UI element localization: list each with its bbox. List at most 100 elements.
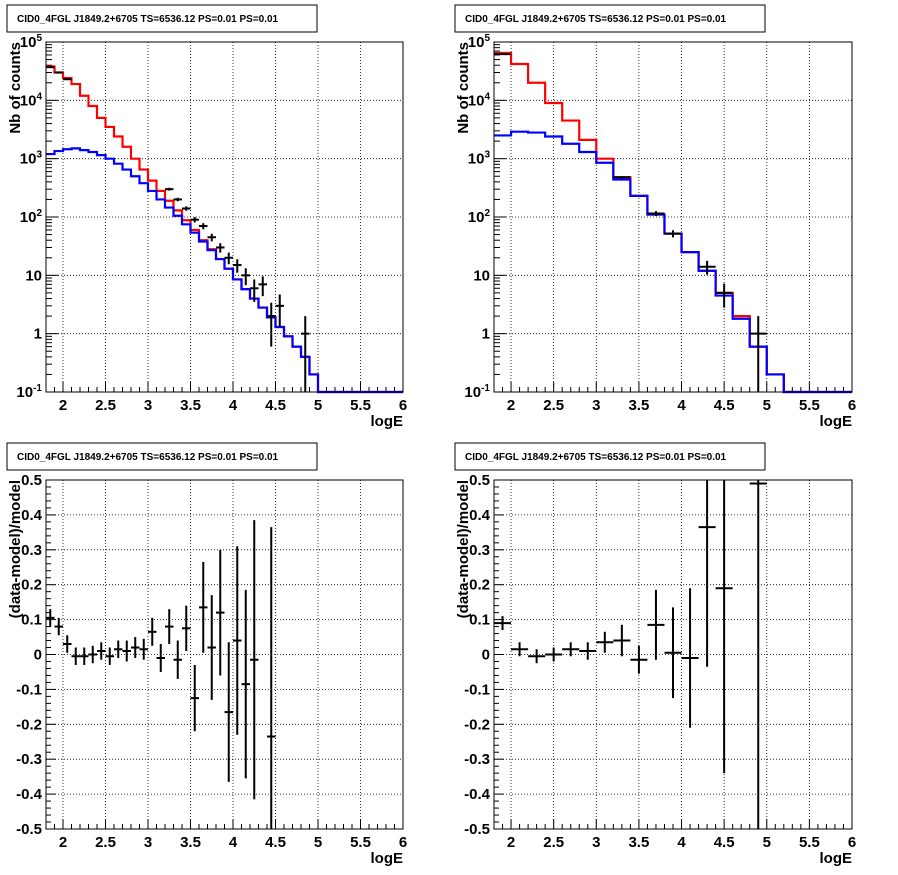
y-tick-label: -0.4	[16, 786, 43, 803]
title-box	[454, 442, 766, 471]
x-tick-label: 5.5	[350, 397, 371, 414]
y-tick-label: 0	[34, 647, 42, 664]
panel-counts-right: CID0_4FGL J1849.2+6705 TS=6536.12 PS=0.0…	[454, 4, 856, 430]
y-tick-label: 0.3	[21, 542, 42, 559]
data-point	[267, 527, 276, 829]
data-point	[216, 243, 225, 253]
data-point	[190, 217, 199, 223]
plot-frame	[45, 41, 404, 393]
y-tick-label: 0	[482, 647, 490, 664]
x-tick-label: 5.5	[799, 834, 820, 851]
data-point	[647, 589, 665, 660]
y-tick-label: 0.4	[21, 507, 43, 524]
y-tick-label: -0.5	[16, 821, 42, 838]
data-point	[494, 616, 512, 631]
data-point	[71, 647, 80, 665]
data-point	[241, 589, 250, 779]
data-point	[698, 260, 716, 275]
data-point	[173, 640, 182, 679]
x-tick-label: 6	[848, 834, 856, 851]
x-tick-label: 4	[229, 397, 238, 414]
series-blue-line	[46, 147, 403, 394]
y-tick-label: 0.1	[469, 612, 490, 629]
x-tick-label: 3	[592, 397, 600, 414]
data-point	[233, 259, 242, 273]
y-tick-label: 0.2	[21, 577, 42, 594]
y-tick-label: 104	[20, 91, 43, 109]
data-point	[139, 638, 148, 660]
panel-counts-left: CID0_4FGL J1849.2+6705 TS=6536.12 PS=0.0…	[6, 4, 407, 430]
data-point	[664, 230, 682, 238]
x-tick-label: 5	[763, 397, 771, 414]
x-tick-label: 3.5	[628, 397, 649, 414]
x-tick-label: 2	[507, 397, 515, 414]
x-tick-label: 3.5	[180, 834, 201, 851]
data-point	[224, 642, 233, 782]
y-tick-label: 102	[468, 208, 491, 226]
x-axis-label: logE	[371, 850, 404, 867]
data-point	[224, 252, 233, 265]
x-tick-label: 4	[229, 834, 238, 851]
data-point	[131, 637, 140, 658]
y-axis-label: Nb of counts	[7, 42, 24, 134]
series-red-line	[494, 51, 852, 394]
plot-frame	[493, 479, 853, 830]
data-point	[545, 647, 563, 662]
x-axis-label: logE	[820, 413, 853, 430]
y-tick-label: 0.3	[469, 542, 490, 559]
y-tick-label: 105	[468, 33, 491, 51]
data-point	[630, 645, 648, 674]
title-box	[6, 4, 318, 33]
y-tick-label: -0.3	[464, 751, 490, 768]
chart-title: CID0_4FGL J1849.2+6705 TS=6536.12 PS=0.0…	[17, 14, 279, 25]
data-point	[156, 644, 165, 672]
title-box	[6, 442, 318, 471]
y-tick-label: 10-1	[16, 383, 42, 401]
data-point	[267, 302, 276, 347]
chart-title: CID0_4FGL J1849.2+6705 TS=6536.12 PS=0.0…	[17, 452, 279, 463]
y-tick-label: -0.4	[464, 786, 491, 803]
y-tick-label: -0.1	[464, 681, 490, 698]
data-point	[105, 647, 114, 665]
x-tick-label: 6	[848, 397, 856, 414]
data-point	[511, 642, 529, 657]
x-axis-label: logE	[371, 413, 404, 430]
x-axis-label: logE	[820, 850, 853, 867]
y-tick-label: 103	[20, 150, 43, 168]
y-tick-label: 105	[20, 33, 43, 51]
data-point	[275, 294, 284, 328]
data-point	[715, 283, 733, 308]
x-tick-label: 4.5	[265, 834, 286, 851]
plot-frame	[45, 479, 404, 830]
panel-residuals-left: CID0_4FGL J1849.2+6705 TS=6536.12 PS=0.0…	[6, 442, 407, 867]
y-tick-label: -0.5	[464, 821, 490, 838]
panel-residuals-right: CID0_4FGL J1849.2+6705 TS=6536.12 PS=0.0…	[454, 442, 856, 867]
data-point	[148, 617, 157, 646]
y-tick-label: 1	[482, 326, 490, 343]
data-point	[199, 223, 208, 230]
data-point	[114, 640, 123, 658]
data-point	[613, 176, 631, 179]
x-tick-label: 2.5	[95, 834, 116, 851]
data-point	[80, 647, 89, 665]
x-tick-label: 4.5	[265, 397, 286, 414]
x-tick-label: 3.5	[628, 834, 649, 851]
y-tick-label: 10	[25, 267, 42, 284]
x-tick-label: 6	[399, 397, 407, 414]
data-point	[216, 549, 225, 676]
y-tick-label: -0.1	[16, 681, 42, 698]
x-tick-label: 2	[507, 834, 515, 851]
chart-title: CID0_4FGL J1849.2+6705 TS=6536.12 PS=0.0…	[465, 14, 727, 25]
series-red-line	[46, 65, 403, 394]
data-point	[207, 233, 216, 242]
y-tick-label: 102	[20, 208, 43, 226]
data-point	[562, 642, 580, 657]
data-point	[250, 520, 259, 800]
y-tick-label: 10-1	[464, 383, 490, 401]
data-point	[715, 480, 733, 774]
y-axis-label: (data-model)/model	[455, 480, 472, 618]
y-tick-label: 0.4	[469, 507, 491, 524]
data-point	[233, 546, 242, 735]
data-point	[165, 187, 174, 191]
